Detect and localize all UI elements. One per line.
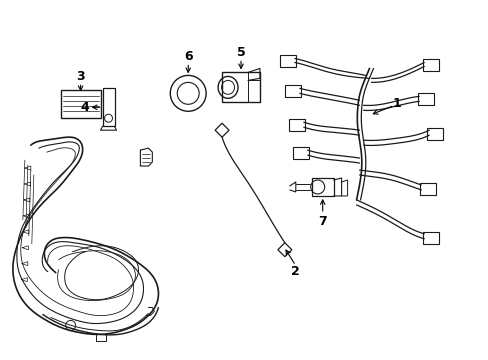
Text: 7: 7 (318, 215, 326, 228)
Text: 3: 3 (76, 70, 85, 83)
Bar (102, 88, 114, 126)
Text: 4: 4 (80, 101, 89, 114)
Bar (417, 93, 433, 105)
Text: 5: 5 (236, 46, 245, 59)
Bar (420, 183, 435, 195)
Bar (222, 72, 260, 102)
Bar (423, 232, 438, 244)
Bar (292, 147, 308, 159)
Bar (311, 178, 333, 196)
Bar (279, 55, 295, 67)
Text: 1: 1 (392, 97, 401, 110)
Bar (423, 59, 438, 71)
Bar (285, 85, 300, 97)
Text: 6: 6 (183, 50, 192, 63)
Text: 2: 2 (291, 265, 300, 278)
Bar (61, 90, 101, 118)
Bar (288, 119, 304, 131)
Bar (427, 128, 442, 140)
